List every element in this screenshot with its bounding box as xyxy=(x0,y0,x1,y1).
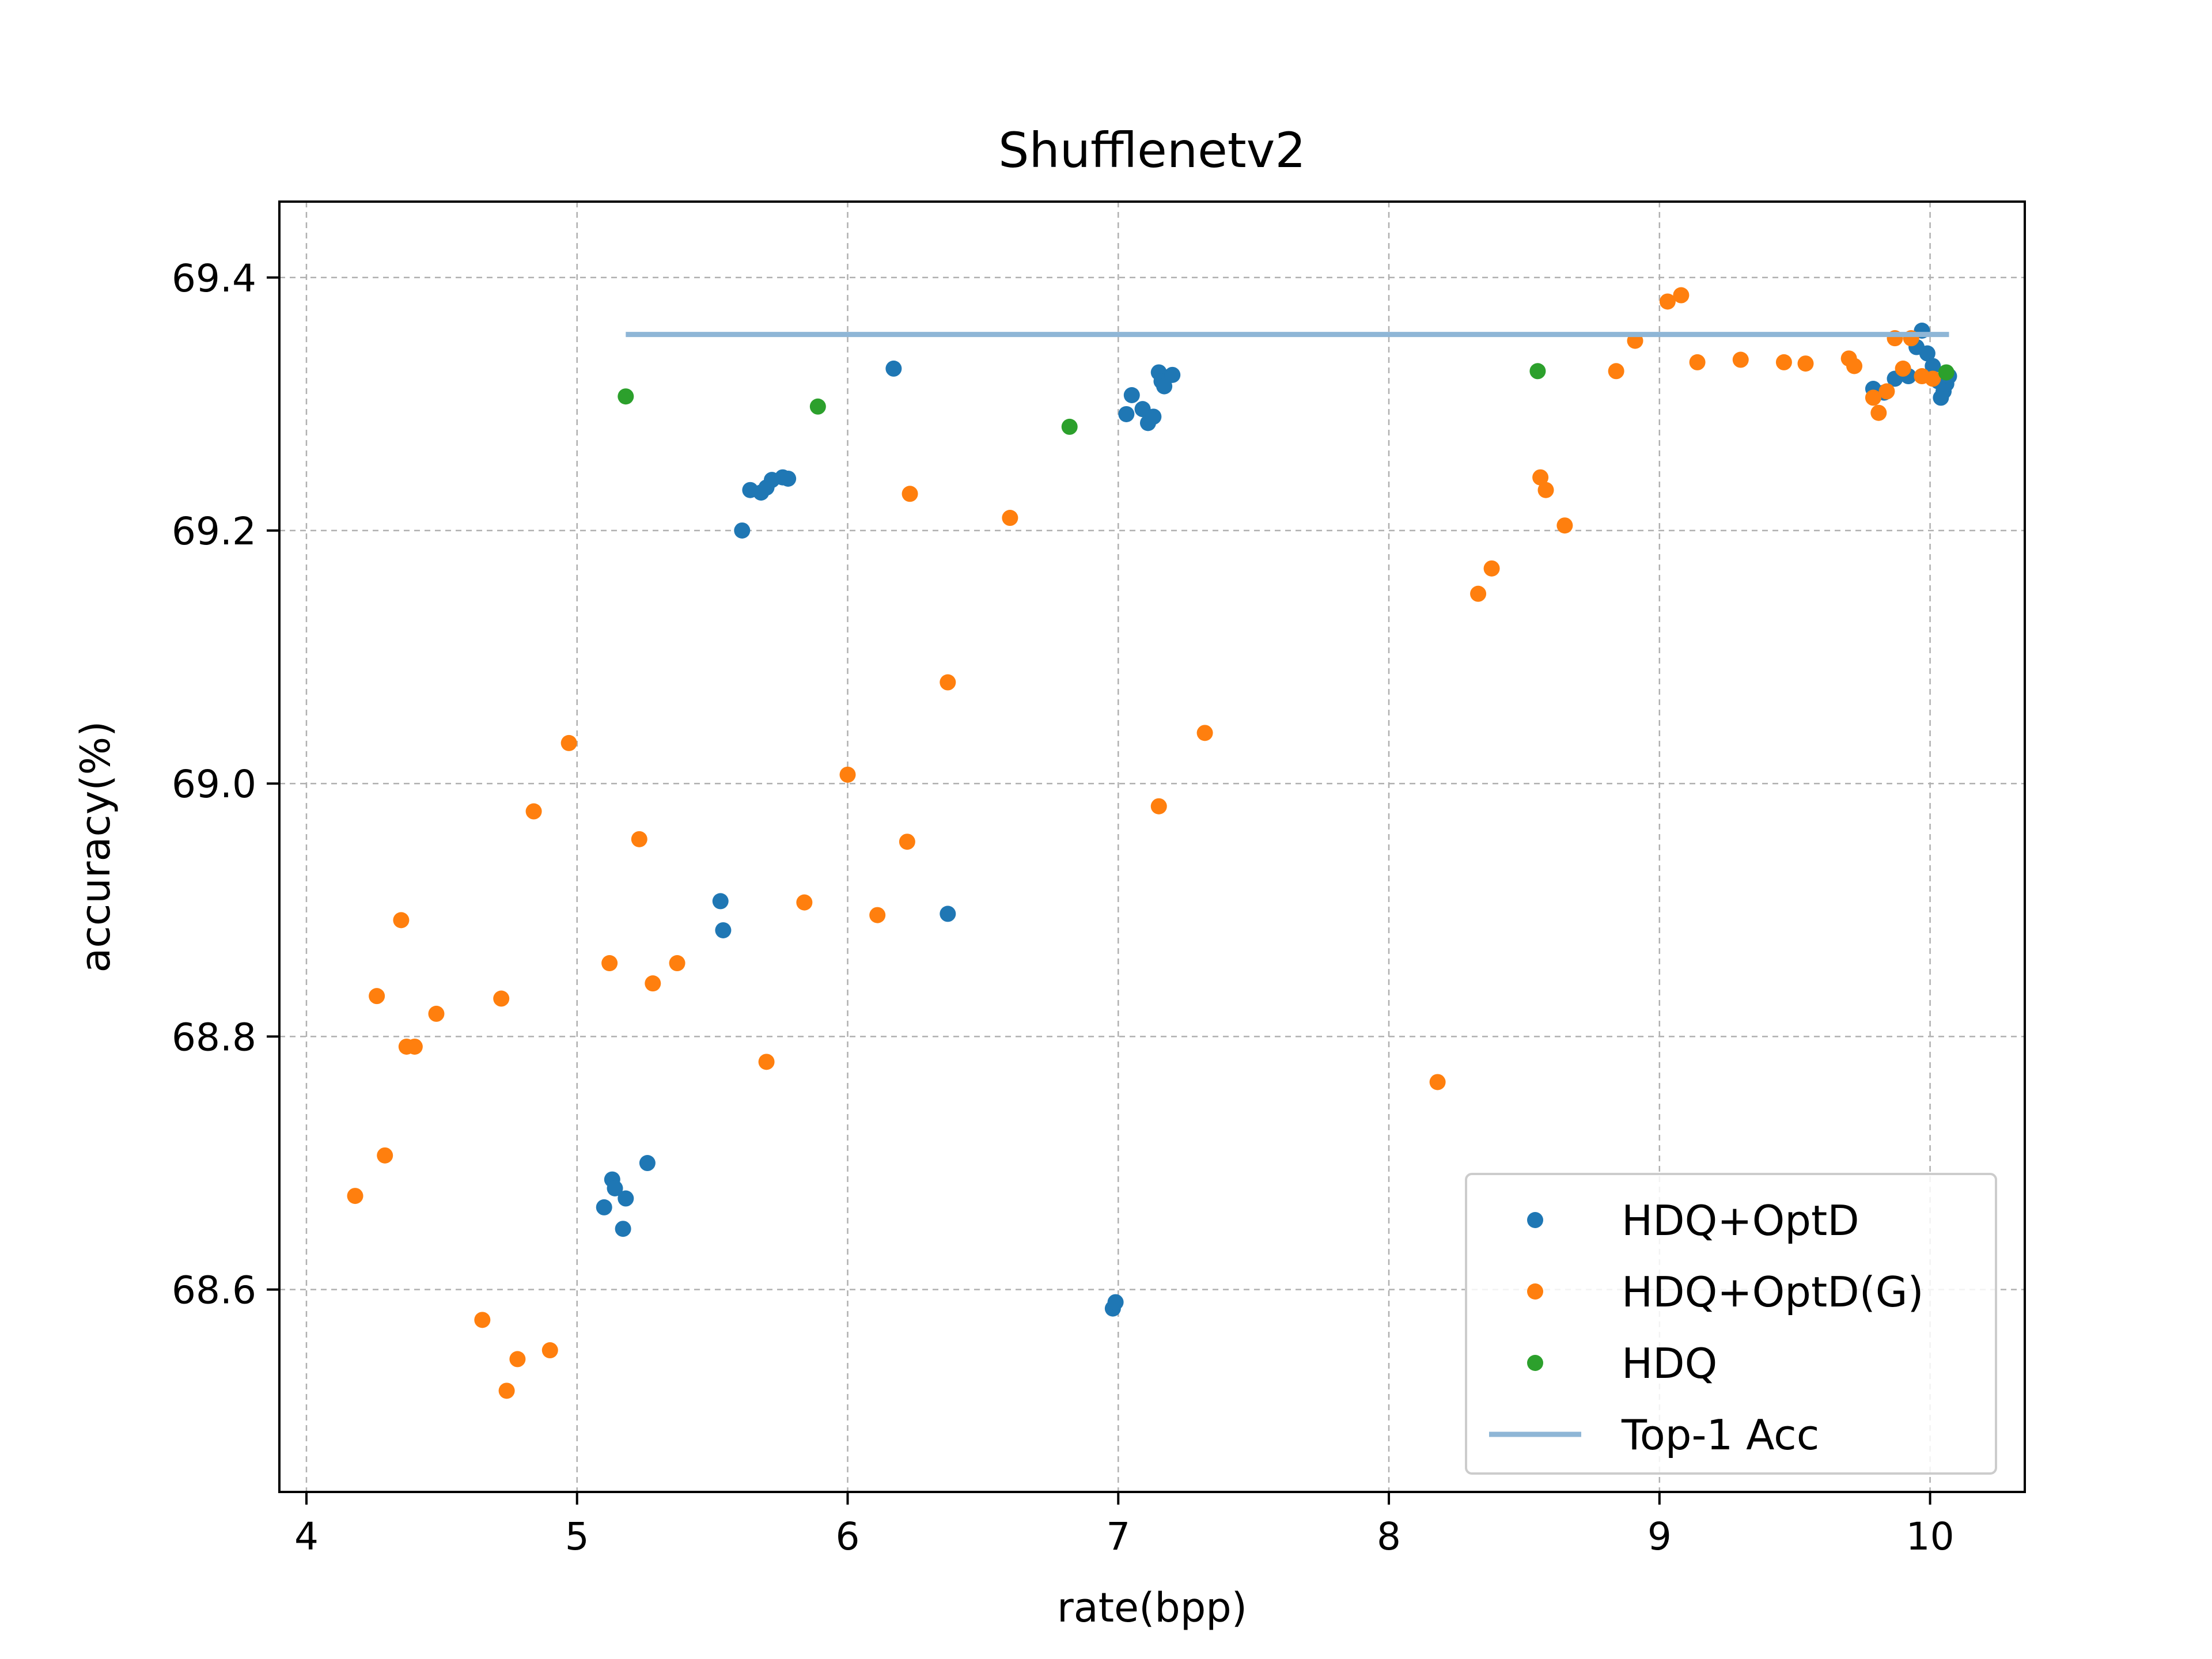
data-point xyxy=(1870,404,1887,421)
x-tick-label: 4 xyxy=(294,1514,319,1559)
data-point xyxy=(560,734,577,751)
x-tick-label: 6 xyxy=(836,1514,860,1559)
data-point xyxy=(758,1054,775,1070)
legend-label: HDQ+OptD xyxy=(1622,1196,1859,1245)
data-point xyxy=(1895,360,1911,377)
data-point xyxy=(734,522,751,539)
series-hdq xyxy=(618,363,1955,435)
data-point xyxy=(607,1180,623,1196)
data-point xyxy=(1118,406,1135,422)
legend: HDQ+OptD HDQ+OptD(G) HDQ Top-1 Acc xyxy=(1465,1173,1997,1475)
data-point xyxy=(1196,725,1213,741)
data-point xyxy=(1537,482,1554,498)
data-point xyxy=(1529,363,1546,380)
data-point xyxy=(1483,560,1500,577)
legend-label: HDQ+OptD(G) xyxy=(1622,1268,1924,1316)
legend-box xyxy=(1465,1173,1997,1475)
x-tick-label: 9 xyxy=(1647,1514,1672,1559)
data-point xyxy=(1659,293,1676,310)
legend-label: Top-1 Acc xyxy=(1621,1411,1819,1459)
data-point xyxy=(377,1147,393,1164)
legend-marker xyxy=(1527,1355,1543,1371)
data-point xyxy=(839,766,856,783)
data-point xyxy=(940,906,956,922)
data-point xyxy=(618,1190,634,1207)
data-point xyxy=(601,955,618,972)
data-point xyxy=(1865,389,1881,406)
data-point xyxy=(1061,418,1078,435)
x-tick-label: 8 xyxy=(1377,1514,1401,1559)
data-point xyxy=(509,1351,526,1368)
y-tick-label: 69.2 xyxy=(172,509,256,554)
y-tick-label: 68.6 xyxy=(172,1268,256,1313)
data-point xyxy=(474,1312,491,1328)
plot-frame xyxy=(278,200,2026,1493)
data-point xyxy=(1150,798,1167,815)
x-tick-label: 10 xyxy=(1906,1514,1955,1559)
data-point xyxy=(899,834,915,850)
legend-label: HDQ xyxy=(1622,1339,1717,1388)
data-point xyxy=(1673,287,1690,304)
data-point xyxy=(940,674,956,691)
data-point xyxy=(796,894,813,911)
data-point xyxy=(406,1038,423,1055)
data-point xyxy=(1556,517,1573,534)
data-point xyxy=(1775,354,1792,370)
data-point xyxy=(715,922,732,938)
data-point xyxy=(1429,1074,1446,1090)
data-point xyxy=(1925,370,1941,387)
data-point xyxy=(631,831,647,847)
data-point xyxy=(645,975,661,992)
data-point xyxy=(1608,363,1624,380)
data-point xyxy=(1156,378,1173,395)
legend-marker xyxy=(1527,1212,1543,1228)
data-point xyxy=(1925,358,1941,374)
data-point xyxy=(428,1005,445,1022)
data-point xyxy=(669,955,685,972)
data-point xyxy=(885,360,902,377)
data-point xyxy=(525,803,542,820)
data-point xyxy=(1532,469,1549,486)
data-point xyxy=(369,988,385,1005)
data-point xyxy=(780,470,797,487)
data-point xyxy=(1107,1294,1124,1310)
chart-title: Shufflenetv2 xyxy=(998,122,1306,179)
y-tick-label: 69.4 xyxy=(172,256,256,301)
data-point xyxy=(1123,387,1140,403)
data-point xyxy=(393,912,410,929)
data-point xyxy=(1470,585,1487,602)
x-tick-label: 7 xyxy=(1106,1514,1130,1559)
data-point xyxy=(615,1221,631,1237)
data-point xyxy=(493,990,510,1007)
data-point xyxy=(1732,351,1749,368)
data-point xyxy=(1846,358,1863,374)
y-axis-label: accuracy(%) xyxy=(72,721,119,973)
legend-marker xyxy=(1527,1283,1543,1300)
data-point xyxy=(498,1382,515,1399)
axis-ticks: 4 5 6 7 8 9 10 68.6 68.8 69.0 69.2 69.4 xyxy=(172,256,1955,1559)
data-point xyxy=(902,486,918,502)
data-point xyxy=(809,398,826,415)
data-point xyxy=(639,1155,656,1172)
data-point xyxy=(712,893,729,910)
x-axis-label: rate(bpp) xyxy=(1057,1584,1247,1631)
data-point xyxy=(1878,383,1895,400)
data-point xyxy=(1797,355,1814,372)
data-point xyxy=(1145,408,1162,425)
data-point xyxy=(1919,345,1936,362)
y-tick-label: 68.8 xyxy=(172,1015,256,1059)
data-point xyxy=(869,907,886,923)
y-tick-label: 69.0 xyxy=(172,762,256,806)
data-point xyxy=(541,1342,558,1359)
x-tick-label: 5 xyxy=(565,1514,589,1559)
data-point xyxy=(596,1199,612,1215)
series-layer xyxy=(347,287,1957,1399)
data-point xyxy=(1002,510,1018,527)
data-point xyxy=(1689,354,1706,370)
data-point xyxy=(347,1188,363,1205)
data-point xyxy=(1164,366,1181,383)
data-point xyxy=(618,388,634,405)
data-point xyxy=(1938,364,1955,381)
